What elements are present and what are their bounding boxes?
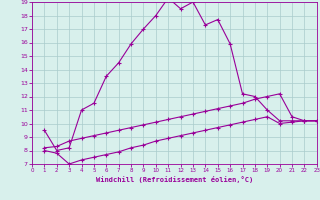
X-axis label: Windchill (Refroidissement éolien,°C): Windchill (Refroidissement éolien,°C) [96, 176, 253, 183]
